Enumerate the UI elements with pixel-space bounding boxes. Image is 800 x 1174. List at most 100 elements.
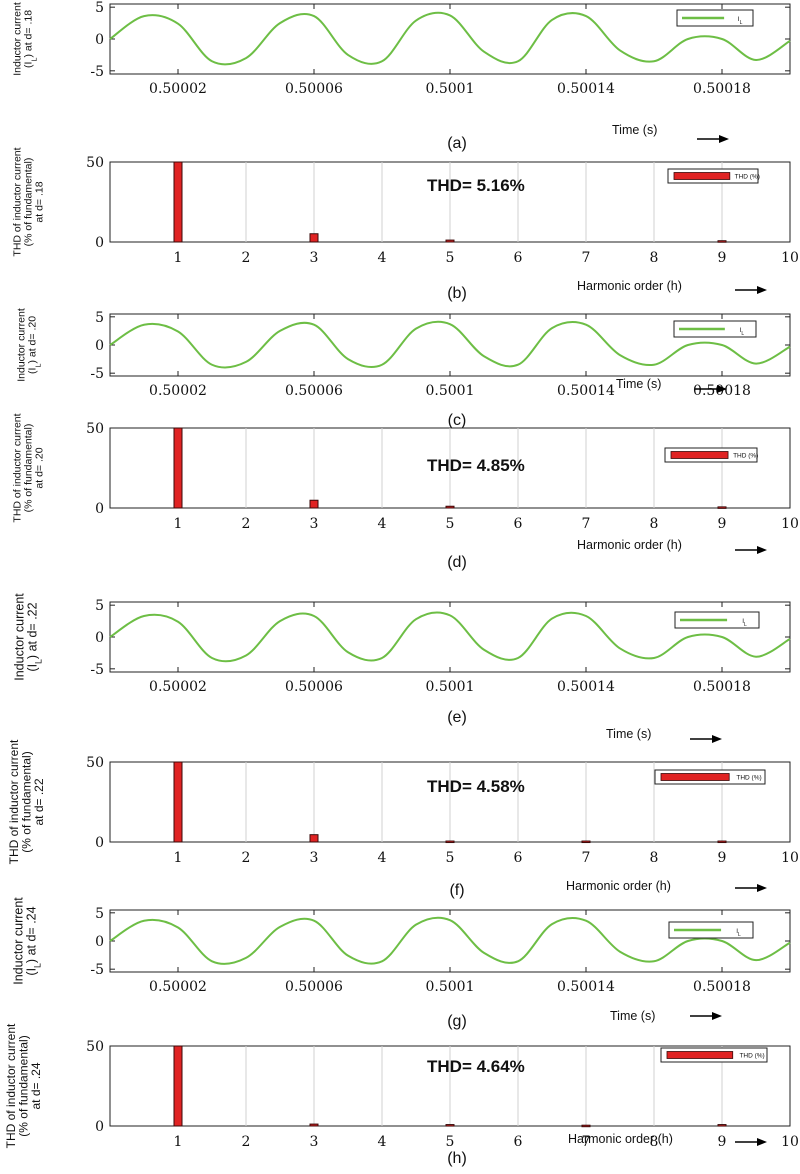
y-axis-label-part: ) at d= .24 — [25, 906, 39, 963]
x-tick-label: 6 — [514, 250, 523, 266]
x-tick-label: 0.50018 — [693, 679, 751, 695]
x-tick-label: 8 — [650, 1134, 659, 1150]
x-tick-label: 1 — [174, 250, 183, 266]
y-axis-label-subscript: L — [33, 364, 42, 368]
legend-label-part: I — [742, 618, 744, 625]
y-tick-label: 50 — [86, 1039, 104, 1055]
bar-h9 — [717, 240, 727, 243]
y-axis-label-part: ) at d= .18 — [23, 10, 35, 58]
legend-label: IL — [742, 618, 747, 628]
x-axis-label: Time (s) — [606, 727, 651, 741]
arrow-head — [712, 1012, 722, 1020]
y-axis-label-line: at d= .18 — [34, 181, 46, 222]
arrow-head — [712, 735, 722, 743]
y-tick-label: 5 — [95, 310, 104, 326]
arrow-head — [717, 385, 727, 393]
legend: IL — [676, 9, 754, 27]
x-tick-label: 9 — [718, 250, 727, 266]
y-axis-label-line: THD of inductor current — [4, 1023, 18, 1148]
legend-label: THD (%) — [735, 174, 760, 181]
y-tick-label: 0 — [95, 1119, 104, 1135]
x-tick-label: 10 — [781, 1134, 799, 1150]
y-tick-label: 5 — [95, 598, 104, 614]
y-axis-label-line: (% of fundamental) — [20, 751, 34, 852]
y-axis-label: Inductor current (IL) at d= .24 — [12, 897, 43, 985]
y-tick-label: 50 — [86, 755, 104, 771]
y-axis-label-line: (% of fundamental) — [23, 158, 35, 247]
legend-bar-swatch — [660, 773, 730, 781]
x-tick-label: 0.5001 — [426, 81, 475, 97]
x-tick-label: 1 — [174, 850, 183, 866]
x-tick-label: 9 — [718, 1134, 727, 1150]
legend-label: THD (%) — [736, 775, 761, 782]
legend-label-part: I — [738, 16, 740, 23]
bar-h1 — [173, 1045, 183, 1127]
bar-h9 — [717, 840, 727, 844]
legend-bar-swatch — [670, 451, 729, 459]
y-axis-label-line: Inductor current — [12, 897, 26, 985]
legend-bar-swatch — [673, 172, 731, 180]
thd-annotation: THD= 4.85% — [427, 456, 525, 475]
y-axis-label-line: THD of inductor current — [7, 739, 21, 864]
panel-label: (a) — [447, 135, 467, 152]
bar-h7 — [581, 1124, 591, 1128]
x-tick-label: 10 — [781, 850, 799, 866]
y-tick-label: 50 — [86, 421, 104, 437]
bar-h3 — [309, 233, 319, 243]
y-axis-label-line: THD of inductor current — [12, 413, 24, 522]
x-tick-label: 7 — [582, 850, 591, 866]
y-tick-label: 5 — [95, 906, 104, 922]
x-tick-label: 4 — [378, 516, 387, 532]
y-tick-label: 0 — [95, 338, 104, 354]
x-tick-label: 0.50014 — [557, 81, 615, 97]
x-tick-label: 0.5001 — [426, 979, 475, 995]
x-tick-label: 7 — [582, 516, 591, 532]
x-tick-label: 0.50006 — [285, 679, 343, 695]
y-axis-label-line: Inductor current — [13, 593, 27, 681]
x-tick-label: 7 — [582, 250, 591, 266]
y-tick-label: -5 — [90, 962, 104, 978]
legend: THD (%) — [660, 1047, 768, 1063]
bar-h3 — [309, 1123, 319, 1127]
x-tick-label: 0.50014 — [557, 383, 615, 399]
legend: THD (%) — [664, 447, 758, 463]
x-tick-label: 2 — [242, 1134, 251, 1150]
x-tick-label: 0.50006 — [285, 81, 343, 97]
y-axis-label-part: (I — [23, 62, 35, 68]
y-axis-label-subscript: L — [34, 659, 44, 664]
legend: THD (%) — [667, 168, 760, 184]
y-axis-label: THD of inductor current(% of fundamental… — [4, 1023, 43, 1148]
legend: IL — [668, 921, 754, 939]
y-tick-label: 50 — [86, 155, 104, 171]
bar-h5 — [445, 840, 455, 844]
x-tick-label: 0.50018 — [693, 81, 751, 97]
x-tick-label: 10 — [781, 250, 799, 266]
bar-h9 — [717, 506, 727, 509]
x-tick-label: 9 — [718, 850, 727, 866]
legend-label: THD (%) — [733, 453, 758, 460]
panel-h: 1 2 3 4 5 6 7 8 9 10 0 50 THD (%) THD= 4.64% THD of in… — [4, 1023, 799, 1167]
bar-h5 — [445, 505, 455, 509]
panel-label: (g) — [447, 1013, 467, 1030]
panel-label: (h) — [447, 1150, 467, 1167]
bar-h5 — [445, 1124, 455, 1127]
y-axis-label-line: Inductor current — [16, 308, 28, 382]
x-tick-label: 4 — [378, 1134, 387, 1150]
thd-annotation: THD= 4.64% — [427, 1057, 525, 1076]
x-axis-label: Time (s) — [612, 123, 657, 137]
y-axis-label-part: (I — [25, 968, 39, 976]
legend-label-part: I — [736, 928, 738, 935]
y-axis-label-part: (I — [26, 664, 40, 672]
legend-label-part: I — [740, 327, 742, 334]
y-axis-label: Inductor current (IL) at d= .20 — [16, 308, 43, 382]
bar-h3 — [309, 834, 319, 843]
bar-h1 — [173, 761, 183, 843]
legend-label: IL — [740, 327, 745, 337]
y-axis-label-part: (I — [27, 368, 39, 374]
legend-label: IL — [736, 928, 741, 938]
y-axis-label-part: ) at d= .22 — [26, 602, 40, 659]
x-tick-label: 3 — [310, 516, 319, 532]
x-tick-label: 0.50002 — [149, 979, 207, 995]
x-tick-label: 0.5001 — [426, 383, 475, 399]
